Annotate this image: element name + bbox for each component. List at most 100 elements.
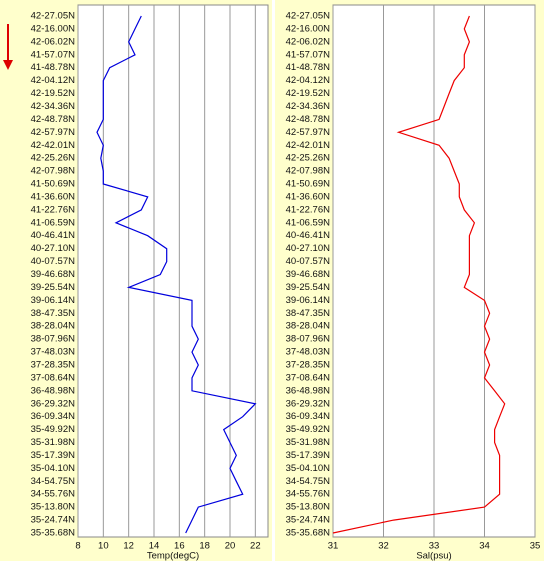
y-tick-label: 35-17.39N [286,450,331,461]
x-tick-label: 20 [225,541,236,552]
arrow-head [3,60,13,70]
y-tick-label: 35-49.92N [286,424,331,435]
y-tick-label: 37-28.35N [31,359,76,370]
y-tick-label: 35-24.74N [31,515,76,526]
x-tick-label: 22 [250,541,261,552]
y-tick-label: 38-28.04N [286,321,331,332]
y-tick-label: 42-42.01N [31,140,76,151]
y-tick-label: 41-06.59N [31,217,76,228]
y-tick-label: 37-08.64N [286,372,331,383]
y-tick-label: 38-07.96N [286,334,331,345]
x-tick-label: 10 [98,541,109,552]
x-axis-label: Sal(psu) [416,551,451,561]
y-tick-label: 39-46.68N [286,269,331,280]
y-tick-label: 41-57.07N [31,49,76,60]
y-tick-label: 42-06.02N [286,36,331,47]
y-tick-label: 35-13.80N [286,502,331,513]
y-tick-label: 40-27.10N [286,243,331,254]
y-tick-label: 38-07.96N [31,334,76,345]
y-tick-label: 39-06.14N [286,295,331,306]
y-tick-label: 41-48.78N [286,62,331,73]
y-tick-label: 36-09.34N [31,411,76,422]
y-tick-label: 40-07.57N [31,256,76,267]
y-tick-label: 37-08.64N [31,372,76,383]
x-tick-label: 8 [75,541,80,552]
y-tick-label: 36-29.32N [286,398,331,409]
y-tick-label: 35-13.80N [31,502,76,513]
y-tick-label: 42-57.97N [286,127,331,138]
x-axis-label: Temp(degC) [147,551,199,561]
y-tick-label: 36-29.32N [31,398,76,409]
y-tick-label: 42-48.78N [31,114,76,125]
y-tick-label: 42-19.52N [286,88,331,99]
y-tick-label: 42-07.98N [286,166,331,177]
y-tick-label: 38-28.04N [31,321,76,332]
y-tick-label: 40-46.41N [286,230,331,241]
x-tick-label: 34 [479,541,490,552]
y-tick-label: 41-50.69N [31,179,76,190]
y-tick-label: 35-31.98N [31,437,76,448]
y-tick-label: 35-04.10N [31,463,76,474]
y-tick-label: 42-16.00N [31,23,76,34]
y-tick-label: 42-57.97N [31,127,76,138]
y-tick-label: 36-09.34N [286,411,331,422]
y-tick-label: 42-07.98N [31,166,76,177]
y-tick-label: 34-54.75N [286,476,331,487]
x-tick-label: 16 [174,541,185,552]
y-tick-label: 38-47.35N [31,308,76,319]
y-tick-label: 39-25.54N [31,282,76,293]
y-tick-label: 42-04.12N [286,75,331,86]
y-tick-label: 42-06.02N [31,36,76,47]
y-tick-label: 37-28.35N [286,359,331,370]
y-tick-label: 41-50.69N [286,179,331,190]
x-tick-label: 18 [199,541,210,552]
y-tick-label: 40-46.41N [31,230,76,241]
y-tick-label: 42-16.00N [286,23,331,34]
y-tick-label: 42-34.36N [286,101,331,112]
y-tick-label: 39-06.14N [31,295,76,306]
y-tick-label: 34-54.75N [31,476,76,487]
y-tick-label: 40-27.10N [31,243,76,254]
y-tick-label: 41-06.59N [286,217,331,228]
y-tick-label: 35-49.92N [31,424,76,435]
x-tick-label: 33 [429,541,440,552]
y-tick-label: 40-07.57N [286,256,331,267]
y-tick-label: 42-48.78N [286,114,331,125]
y-tick-label: 41-57.07N [286,49,331,60]
x-tick-label: 35 [530,541,541,552]
y-tick-label: 38-47.35N [286,308,331,319]
y-tick-label: 41-22.76N [31,204,76,215]
y-tick-label: 37-48.03N [286,347,331,358]
y-tick-label: 35-17.39N [31,450,76,461]
x-tick-label: 31 [328,541,339,552]
y-tick-label: 35-24.74N [286,515,331,526]
profile-line [96,15,257,534]
y-tick-label: 36-48.98N [31,385,76,396]
y-tick-label: 41-22.76N [286,204,331,215]
y-tick-label: 42-25.26N [31,153,76,164]
y-tick-label: 39-25.54N [286,282,331,293]
y-tick-label: 34-55.76N [286,489,331,500]
y-tick-label: 42-04.12N [31,75,76,86]
y-tick-label: 42-25.26N [286,153,331,164]
profile-line [332,15,506,534]
y-tick-label: 35-35.68N [31,528,76,539]
y-tick-label: 42-34.36N [31,101,76,112]
y-tick-label: 42-27.05N [31,11,76,22]
x-tick-label: 12 [123,541,134,552]
y-tick-label: 42-27.05N [286,11,331,22]
y-tick-label: 41-36.60N [31,191,76,202]
x-tick-label: 32 [378,541,389,552]
plot-area [77,4,269,538]
y-tick-label: 37-48.03N [31,347,76,358]
y-tick-label: 34-55.76N [31,489,76,500]
y-tick-label: 42-19.52N [31,88,76,99]
y-tick-label: 35-04.10N [286,463,331,474]
y-tick-label: 41-36.60N [286,191,331,202]
y-tick-label: 35-31.98N [286,437,331,448]
y-tick-label: 35-35.68N [286,528,331,539]
y-tick-label: 39-46.68N [31,269,76,280]
x-tick-label: 14 [149,541,160,552]
